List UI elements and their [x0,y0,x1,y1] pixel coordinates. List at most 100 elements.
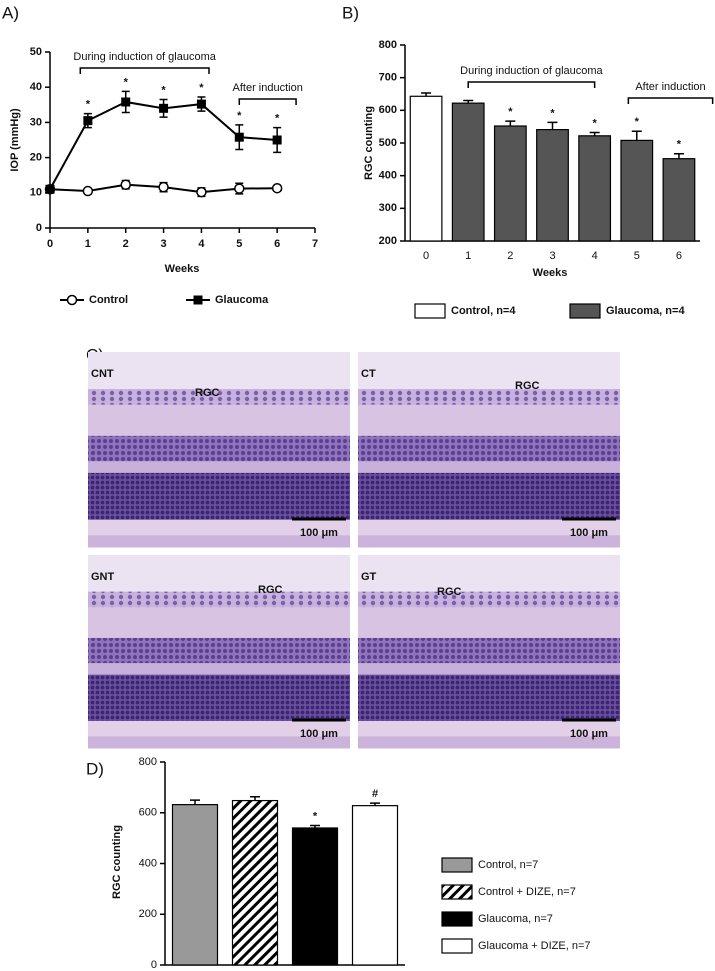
y-tick-label: 20 [30,152,42,164]
legend-label: Control, n=7 [478,859,538,871]
x-tick-label: 2 [507,250,513,262]
bar [662,158,696,242]
bar [451,102,485,242]
cell-layer-label: RGC [437,586,462,598]
bar [171,804,219,966]
tissue-layer [88,720,350,737]
scale-bar-label: 100 μm [570,527,608,539]
bar [409,95,443,242]
tissue-layer [358,404,620,437]
x-axis-label: Weeks [165,263,200,275]
bar [536,129,569,242]
y-tick-label: 200 [379,235,397,247]
legend-marker [193,295,203,305]
tissue-layer [358,663,620,676]
bar [578,135,612,242]
bar [620,139,654,242]
error-bar [190,799,200,805]
point [271,182,283,194]
x-tick-label: 4 [592,250,598,262]
point [234,183,245,194]
x-tick-label: 7 [312,238,318,250]
bracket [79,67,210,74]
bracket-label: During induction of glaucoma [460,65,603,77]
x-tick-label: 0 [423,250,429,262]
y-tick-label: 30 [30,116,42,128]
point [158,181,169,193]
legend-marker [66,294,78,306]
micrograph: CT RGC 100 μm [358,352,620,548]
panel-label: D) [86,759,104,778]
significance-mark: * [508,106,513,118]
point [45,184,55,194]
tissue-layer [358,519,620,536]
legend-label: Control [89,294,128,306]
error-bar [673,153,684,159]
cell-layer-label: RGC [258,584,283,596]
y-axis-label: RGC counting [363,106,375,180]
scale-bar-label: 100 μm [300,527,338,539]
x-tick-label: 3 [161,238,167,250]
y-axis-label: IOP (mmHg) [9,108,21,172]
significance-mark: * [275,113,280,125]
y-tick-label: 40 [30,81,42,93]
significance-mark: * [550,107,555,119]
x-axis-label: Weeks [533,267,568,279]
x-tick-label: 6 [274,238,280,250]
error-bar [631,130,642,141]
tissue-layer [358,674,620,722]
legend-swatch [569,303,601,319]
point [159,103,169,113]
bracket-label: After induction [233,82,303,94]
point [196,186,207,198]
point [83,116,93,126]
y-tick-label: 400 [139,857,157,869]
tissue-layer [88,461,350,474]
x-tick-label: 1 [85,238,91,250]
scale-bar-label: 100 μm [570,728,608,740]
y-tick-label: 500 [379,137,397,149]
cell-layer-label: RGC [195,387,220,399]
tissue-layer [358,389,620,406]
bracket-label: During induction of glaucoma [73,51,216,63]
significance-mark: # [372,788,378,800]
significance-mark: * [124,76,129,88]
micrograph: GT RGC 100 μm [358,555,620,749]
tissue-layer [88,519,350,536]
y-tick-label: 400 [379,170,397,182]
x-tick-label: 3 [549,250,555,262]
significance-mark: * [635,116,640,128]
tissue-layer [358,591,620,608]
y-tick-label: 600 [139,807,157,819]
cell-layer-label: RGC [515,380,540,392]
panel-label: B) [342,3,359,22]
tissue-layer [88,663,350,676]
tissue-layer [88,472,350,521]
error-bar [250,796,260,801]
x-tick-label: 5 [634,250,640,262]
tissue-layer [88,404,350,437]
tissue-layer [88,555,350,593]
tissue-layer [88,736,350,749]
y-tick-label: 0 [36,222,42,234]
legend-label: Control, n=4 [451,305,516,317]
y-tick-label: 800 [379,39,397,51]
micrograph-label: GNT [91,571,115,583]
y-tick-label: 10 [30,187,42,199]
tissue-layer [358,555,620,593]
tissue-layer [358,472,620,521]
bar [351,805,399,966]
y-tick-label: 0 [151,959,157,971]
point [234,132,244,142]
y-axis-label: RGC counting [111,825,123,899]
legend-label: Glaucoma [215,294,269,306]
legend-swatch [414,303,446,319]
legend-label: Control + DIZE, n=7 [478,886,576,898]
bracket [238,98,297,105]
bracket-label: After induction [635,81,705,93]
tissue-layer [358,637,620,664]
error-bar [547,121,558,130]
y-tick-label: 800 [139,756,157,768]
tissue-layer [88,435,350,462]
bracket [627,97,714,104]
